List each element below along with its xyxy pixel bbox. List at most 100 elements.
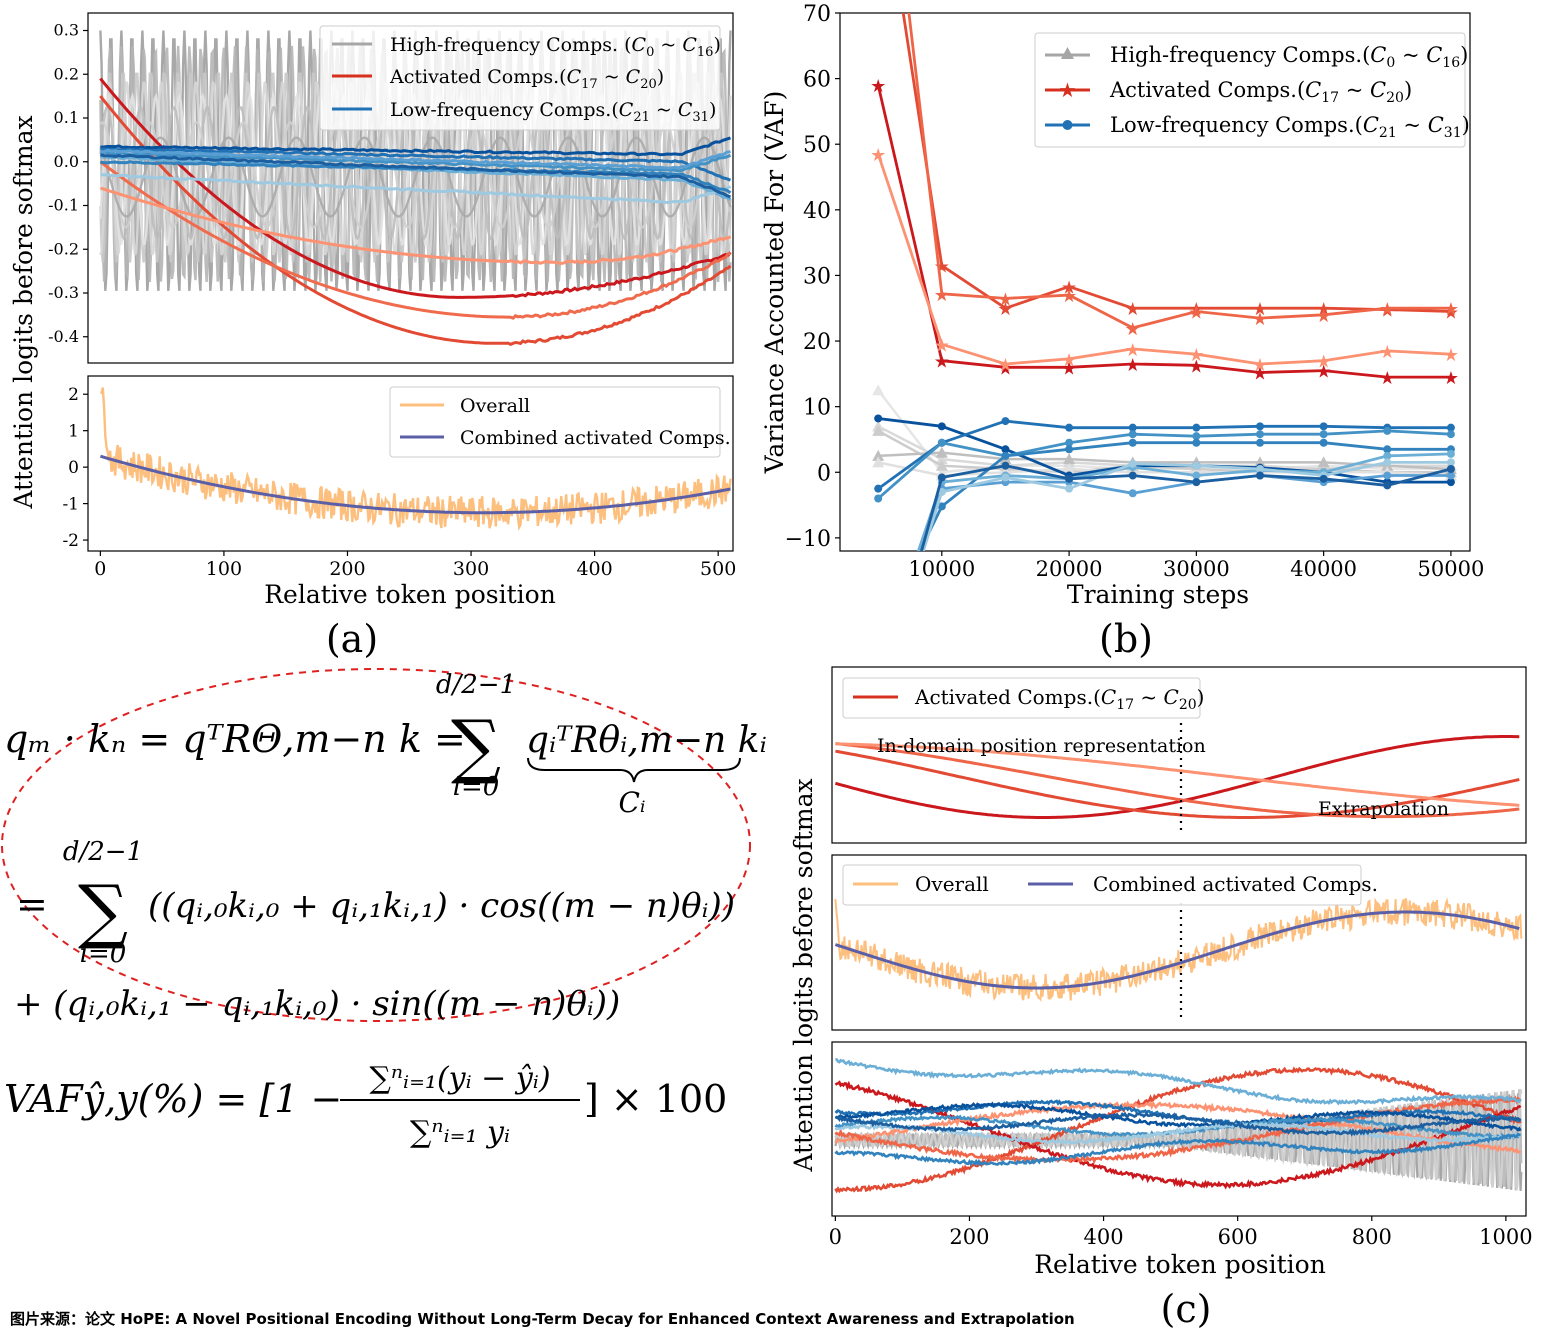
legend-dot-icon <box>1062 120 1073 130</box>
overall-line <box>100 387 732 532</box>
legend-high-label: High-frequency Comps. (C0 ~ C16) <box>390 34 721 60</box>
star-marker: ★ <box>1061 358 1077 379</box>
annotation-extrapolation: Extrapolation <box>1318 798 1449 820</box>
legend-b-activated-label: Activated Comps.(C17 ~ C20) <box>1109 78 1412 106</box>
legend-c-combined-label: Combined activated Comps. <box>1093 872 1378 896</box>
dot-marker <box>1128 489 1137 498</box>
low-frequency-line-C28 <box>920 464 1452 551</box>
dot-marker <box>1256 438 1264 447</box>
legend-c-overall-label: Overall <box>915 872 989 896</box>
panel-b-y-ticks: 70 60 50 40 30 20 10 0 −10 <box>785 2 840 552</box>
equation-2-sum-upper: d/2−1 <box>63 837 143 867</box>
x-tick-label: 50000 <box>1418 557 1485 581</box>
dot-marker <box>1192 423 1201 432</box>
x-tick-label: 10000 <box>908 557 975 581</box>
dot-marker <box>1319 474 1328 483</box>
star-marker: ★ <box>1379 368 1395 389</box>
activated-line-C18 <box>901 13 1451 313</box>
dot-marker <box>1128 459 1137 468</box>
equation-2-body: ((qᵢ,₀kᵢ,₀ + qᵢ,₁kᵢ,₁) · cos((m − n)θᵢ)) <box>148 886 735 926</box>
overall-line <box>834 897 1523 1002</box>
panel-b-series: ★★★★★★★★★★★★★★★★★★★★★★★★★★★★★★★★★★★★★★★★ <box>870 13 1459 551</box>
x-tick-label: 40000 <box>1290 557 1357 581</box>
dot-marker <box>1192 471 1201 480</box>
combined-activated-line <box>99 454 731 515</box>
star-marker: ★ <box>997 299 1013 320</box>
dot-marker <box>1128 438 1137 447</box>
dot-marker <box>1319 430 1328 439</box>
low-frequency-line-C27 <box>921 461 1451 551</box>
dot-marker <box>1001 445 1010 454</box>
x-tick-label: 500 <box>700 558 736 580</box>
dot-marker <box>1128 430 1137 439</box>
star-marker: ★ <box>1316 362 1332 383</box>
star-marker: ★ <box>934 285 950 306</box>
star-marker: ★ <box>997 289 1013 310</box>
star-marker: ★ <box>934 335 950 356</box>
panel-b-legend: High-frequency Comps.(C0 ~ C16) ★ Activa… <box>1034 32 1470 148</box>
panel-a-x-axis-label: Relative token position <box>264 580 556 609</box>
dot-marker <box>937 502 946 511</box>
y-tick-label: −10 <box>785 527 831 552</box>
panel-a-top-chart: 0.3 0.2 0.1 0.0 -0.1 -0.2 -0.3 -0.4 High-freque… <box>48 12 734 364</box>
star-marker: ★ <box>1379 342 1395 363</box>
star-marker: ★ <box>1125 355 1141 376</box>
equation-2-sum-icon: ∑ <box>78 870 128 952</box>
dot-marker <box>874 484 883 493</box>
y-tick-label: 70 <box>803 2 831 27</box>
legend-overall-label: Overall <box>460 395 530 417</box>
low-frequency-line <box>834 1132 1521 1167</box>
panel-c-chart: 0 200 400 600 800 1000 In-domain position rep… <box>789 666 1533 1279</box>
triangle-marker <box>935 453 948 465</box>
panel-b-chart: ★★★★★★★★★★★★★★★★★★★★★★★★★★★★★★★★★★★★★★★★… <box>760 2 1485 609</box>
dot-marker <box>1383 481 1392 490</box>
y-tick-label: 1 <box>68 422 79 442</box>
star-marker: ★ <box>870 145 886 166</box>
star-marker: ★ <box>1188 345 1204 366</box>
panel-a-top-legend: High-frequency Comps. (C0 ~ C16) Activat… <box>319 25 721 131</box>
equation-4-lhs: VAFŷ,y(%) = [1 − <box>4 1077 342 1121</box>
y-tick-label: -0.3 <box>48 283 79 302</box>
legend-combined-label: Combined activated Comps. <box>460 427 731 449</box>
equation-1-sum-icon: ∑ <box>451 705 501 787</box>
activated-sinusoid <box>835 742 1520 819</box>
y-tick-label: -0.1 <box>48 196 79 215</box>
y-tick-label: 0.2 <box>54 64 79 83</box>
y-tick-label: -1 <box>62 495 79 515</box>
star-marker: ★ <box>1188 299 1204 320</box>
equation-4-rhs: ] × 100 <box>584 1077 727 1121</box>
star-marker: ★ <box>1061 350 1077 371</box>
triangle-marker <box>872 456 885 468</box>
dot-marker <box>937 438 946 447</box>
triangle-marker <box>1063 462 1076 474</box>
source-caption: 图片来源：论文 HoPE: A Novel Positional Encodin… <box>10 1310 1075 1328</box>
dot-marker <box>1065 484 1074 493</box>
panel-b-y-axis-label: Variance Accounted For (VAF) <box>760 91 789 475</box>
panel-c-middle-series <box>834 897 1523 1002</box>
annotation-in-domain: In-domain position representation <box>877 735 1206 757</box>
star-marker: ★ <box>934 257 950 278</box>
dot-marker <box>1383 426 1392 435</box>
y-tick-label: 10 <box>803 396 831 421</box>
dot-marker <box>874 494 883 503</box>
panel-a-bottom-chart: 2 1 0 -1 -2 0 100 200 300 400 500 Overall Combine… <box>62 375 736 609</box>
equation-1-sum-lower: i=0 <box>453 772 500 802</box>
star-marker: ★ <box>1188 303 1204 324</box>
dot-marker <box>1256 430 1264 439</box>
triangle-marker <box>872 449 885 461</box>
y-tick-label: 60 <box>803 68 831 93</box>
dot-marker <box>937 473 946 482</box>
equation-4-numerator: ∑ⁿᵢ₌₁(yᵢ − ŷᵢ) <box>369 1061 550 1096</box>
activated-sinusoid <box>835 742 1520 807</box>
activated-line <box>834 1066 1522 1194</box>
panel-label-c: (c) <box>1161 1287 1212 1331</box>
dot-marker <box>1065 423 1074 432</box>
y-tick-label: 20 <box>803 330 831 355</box>
x-tick-label: 1000 <box>1479 1225 1532 1249</box>
panel-c-x-axis-label: Relative token position <box>1034 1250 1326 1279</box>
x-tick-label: 200 <box>949 1225 989 1249</box>
x-tick-label: 200 <box>329 558 365 580</box>
panel-label-b: (b) <box>1099 617 1153 661</box>
dot-marker <box>1446 423 1455 432</box>
combined-activated-line <box>834 910 1520 990</box>
